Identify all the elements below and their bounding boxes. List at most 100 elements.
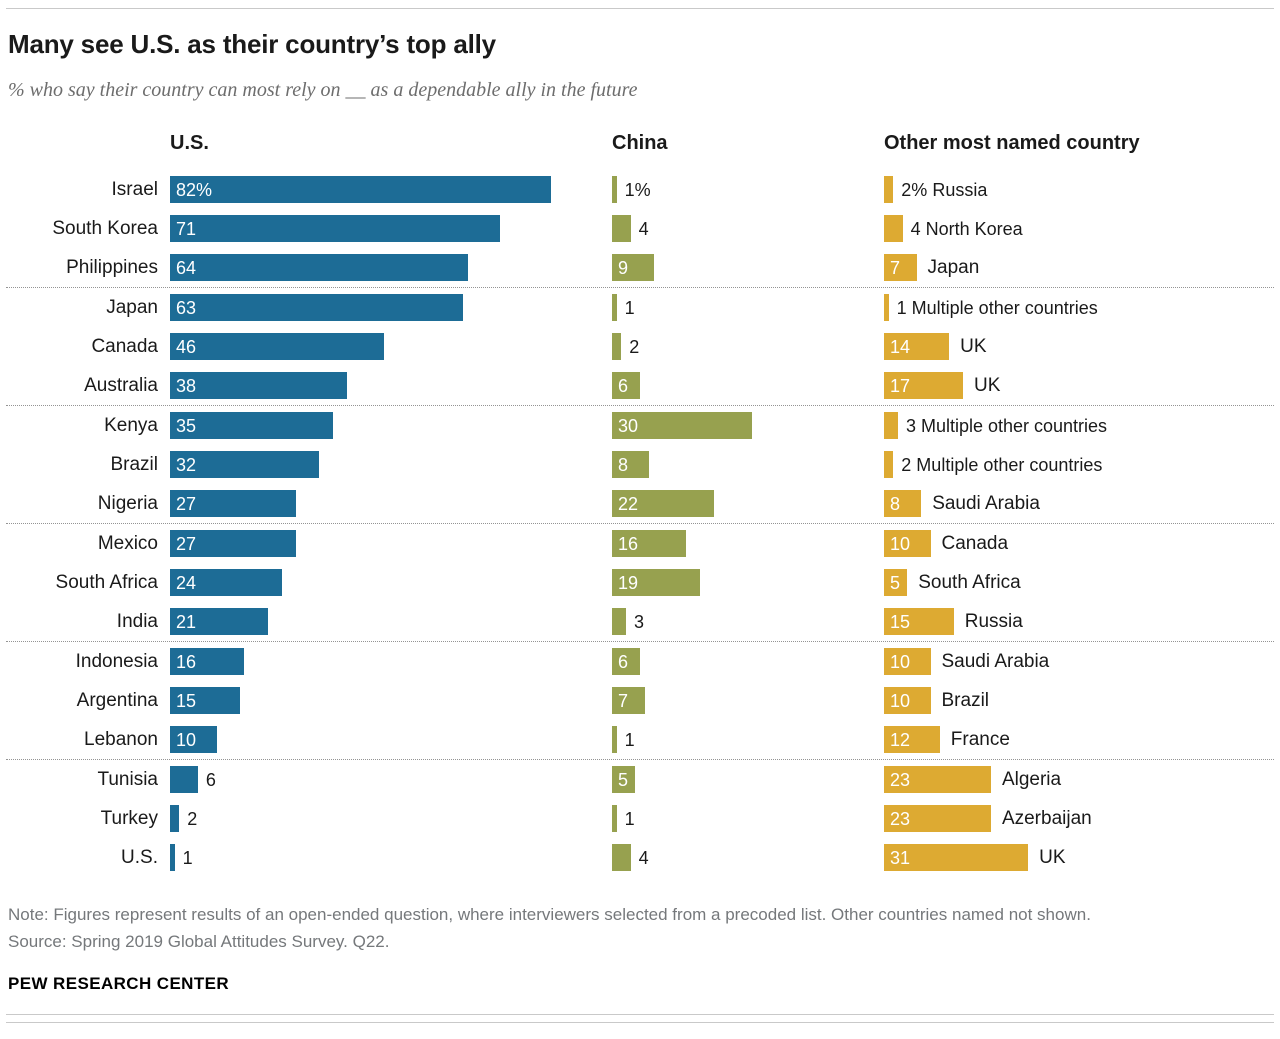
bar-cell-us: 21 bbox=[170, 602, 612, 641]
row-country-label: Turkey bbox=[100, 807, 158, 829]
other-bar-value: 23 bbox=[890, 769, 911, 790]
bottom-divider-1 bbox=[6, 1014, 1274, 1015]
other-bar: 15 bbox=[884, 608, 954, 635]
row-country-label: Kenya bbox=[104, 414, 158, 436]
china-bar-value: 6 bbox=[618, 651, 629, 672]
other-bar-value: 10 bbox=[890, 651, 911, 672]
bar-cell-china: 6 bbox=[612, 366, 884, 405]
bar-cell-other: 2% Russia bbox=[884, 170, 1280, 209]
china-bar bbox=[612, 176, 617, 203]
china-bar: 19 bbox=[612, 569, 701, 596]
china-bar-value: 4 bbox=[638, 847, 649, 868]
other-bar bbox=[884, 215, 903, 242]
bar-cell-china: 9 bbox=[612, 248, 884, 287]
bar-cell-other: 17 UK bbox=[884, 366, 1280, 405]
chart-row: Mexico 27 16 10 Canada bbox=[0, 524, 1280, 563]
bar-cell-china: 22 bbox=[612, 484, 884, 523]
other-country-name: UK bbox=[960, 335, 987, 357]
china-bar: 16 bbox=[612, 530, 687, 557]
bar-cell-us: 24 bbox=[170, 563, 612, 602]
bar-cell-china: 2 bbox=[612, 327, 884, 366]
china-bar-value: 9 bbox=[618, 257, 629, 278]
us-bar: 15 bbox=[170, 687, 240, 714]
other-bar-value: 4 North Korea bbox=[910, 218, 1023, 239]
us-bar-value: 71 bbox=[176, 218, 197, 239]
group-separator bbox=[6, 523, 1274, 524]
us-bar: 16 bbox=[170, 648, 245, 675]
other-bar: 7 bbox=[884, 254, 917, 281]
us-bar: 38 bbox=[170, 372, 347, 399]
bar-cell-other: 15 Russia bbox=[884, 602, 1280, 641]
us-bar-value: 38 bbox=[176, 375, 197, 396]
other-bar-value: 31 bbox=[890, 847, 911, 868]
china-bar-value: 1 bbox=[624, 729, 635, 750]
column-header-other: Other most named country bbox=[884, 132, 1140, 154]
chart-rows: Israel 82% 1% 2% Russia South Korea 71 4… bbox=[0, 170, 1280, 877]
other-bar-value: 10 bbox=[890, 533, 911, 554]
china-bar-value: 30 bbox=[618, 415, 639, 436]
us-bar bbox=[170, 766, 198, 793]
row-country-label: Australia bbox=[84, 374, 158, 396]
us-bar bbox=[170, 844, 175, 871]
other-country-name: Saudi Arabia bbox=[932, 492, 1040, 514]
other-bar bbox=[884, 451, 894, 478]
bar-cell-other: 8 Saudi Arabia bbox=[884, 484, 1280, 523]
bar-cell-other: 2 Multiple other countries bbox=[884, 445, 1280, 484]
other-country-name: Saudi Arabia bbox=[941, 650, 1050, 672]
other-bar: 8 bbox=[884, 490, 922, 517]
china-bar-value: 3 bbox=[633, 611, 644, 632]
other-country-name: Japan bbox=[927, 256, 980, 278]
bar-cell-other: 12 France bbox=[884, 720, 1280, 759]
us-bar-value: 24 bbox=[176, 572, 197, 593]
other-country-name: Brazil bbox=[941, 689, 990, 711]
us-bar: 21 bbox=[170, 608, 268, 635]
bar-cell-china: 7 bbox=[612, 681, 884, 720]
other-bar-value: 12 bbox=[890, 729, 911, 750]
row-country-label: Israel bbox=[111, 178, 158, 200]
us-bar-value: 32 bbox=[176, 454, 197, 475]
bar-cell-china: 4 bbox=[612, 838, 884, 877]
other-bar-value: 10 bbox=[890, 690, 911, 711]
other-bar-value: 5 bbox=[890, 572, 901, 593]
other-bar-value: 3 Multiple other countries bbox=[905, 415, 1108, 436]
bar-cell-china: 1% bbox=[612, 170, 884, 209]
bar-cell-china: 8 bbox=[612, 445, 884, 484]
china-bar: 8 bbox=[612, 451, 650, 478]
bar-cell-us: 32 bbox=[170, 445, 612, 484]
china-bar: 22 bbox=[612, 490, 715, 517]
row-country-label: Canada bbox=[91, 335, 158, 357]
other-country-name: Algeria bbox=[1001, 768, 1062, 790]
other-bar-value: 23 bbox=[890, 808, 911, 829]
bar-cell-us: 71 bbox=[170, 209, 612, 248]
other-bar-value: 1 Multiple other countries bbox=[896, 297, 1098, 318]
china-bar-value: 16 bbox=[618, 533, 639, 554]
bar-cell-other: 14 UK bbox=[884, 327, 1280, 366]
other-country-name: UK bbox=[1039, 846, 1066, 868]
row-country-label: Japan bbox=[106, 296, 158, 318]
us-bar: 10 bbox=[170, 726, 217, 753]
us-bar: 82% bbox=[170, 176, 552, 203]
bar-cell-us: 82% bbox=[170, 170, 612, 209]
row-country-label: Tunisia bbox=[97, 768, 158, 790]
other-bar-value: 7 bbox=[890, 257, 901, 278]
bar-cell-other: 10 Saudi Arabia bbox=[884, 642, 1280, 681]
bar-cell-china: 6 bbox=[612, 642, 884, 681]
chart-row: Israel 82% 1% 2% Russia bbox=[0, 170, 1280, 209]
us-bar-value: 35 bbox=[176, 415, 197, 436]
bar-cell-china: 4 bbox=[612, 209, 884, 248]
bar-cell-us: 1 bbox=[170, 838, 612, 877]
bar-cell-other: 10 Canada bbox=[884, 524, 1280, 563]
bar-cell-other: 4 North Korea bbox=[884, 209, 1280, 248]
china-bar: 30 bbox=[612, 412, 752, 439]
us-bar: 71 bbox=[170, 215, 501, 242]
us-bar: 27 bbox=[170, 530, 296, 557]
page-title: Many see U.S. as their country’s top all… bbox=[8, 29, 496, 59]
column-header-spacer bbox=[0, 132, 170, 155]
bar-cell-china: 1 bbox=[612, 288, 884, 327]
bar-cell-us: 46 bbox=[170, 327, 612, 366]
us-bar: 27 bbox=[170, 490, 296, 517]
us-bar-value: 21 bbox=[176, 611, 197, 632]
china-bar: 6 bbox=[612, 648, 640, 675]
china-bar: 9 bbox=[612, 254, 654, 281]
bar-cell-us: 27 bbox=[170, 524, 612, 563]
